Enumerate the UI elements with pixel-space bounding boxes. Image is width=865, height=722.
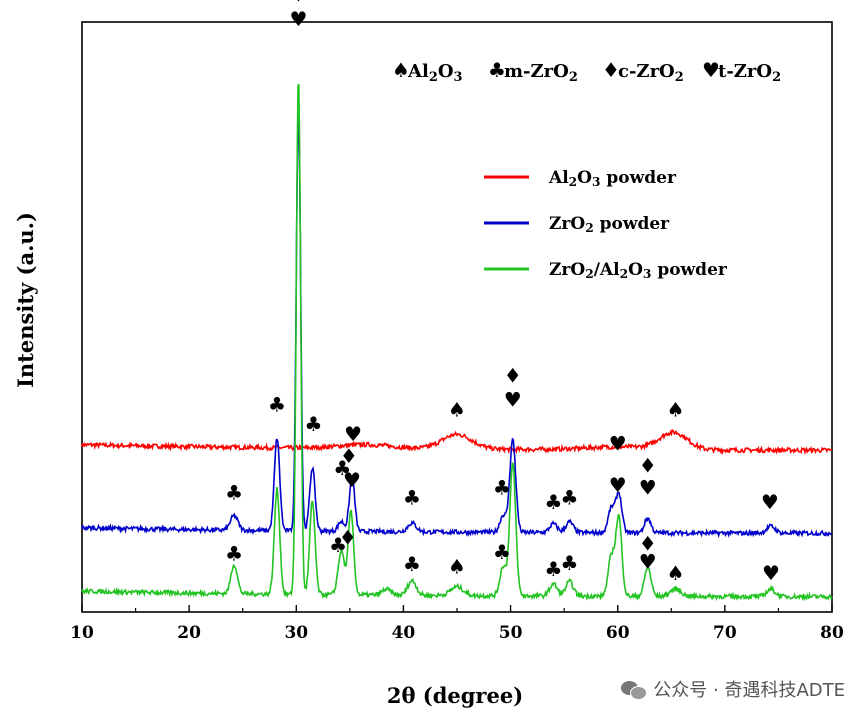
x-tick-label-10: 10 [70, 623, 94, 643]
peak-marker-33: ♥ [762, 561, 780, 585]
series-line-0 [81, 429, 833, 456]
peak-marker-28: ♣ [544, 557, 562, 581]
x-tick-label-60: 60 [606, 623, 630, 643]
legend-label-0: Al2O3 powder [548, 168, 677, 189]
peak-marker-24: ♦ [339, 525, 357, 549]
phase-label-0: Al2O3 [407, 61, 463, 85]
y-axis-title: Intensity (a.u.) [13, 212, 38, 388]
phase-symbol-0: ♠ [392, 58, 410, 82]
plot-frame [81, 21, 833, 613]
phase-label-1: m-ZrO2 [504, 61, 578, 85]
peak-marker-12: ♥ [343, 468, 361, 492]
phase-label-2: c-ZrO2 [618, 61, 684, 85]
x-tick-label-70: 70 [713, 623, 737, 643]
x-tick-label-50: 50 [499, 623, 523, 643]
watermark: 公众号 · 奇遇科技ADTE [621, 676, 845, 702]
peak-marker-25: ♣ [403, 552, 421, 576]
peak-marker-10: ♦ [340, 444, 358, 468]
peak-marker-30: ♦ [639, 532, 657, 556]
watermark-text: 公众号 · 奇遇科技ADTE [653, 680, 845, 701]
peak-marker-18: ♥ [609, 473, 627, 497]
series-legend: Al2O3 powder ZrO2 powder ZrO2/Al2O3 powder [484, 168, 728, 281]
legend-label-1: ZrO2 powder [549, 214, 670, 235]
phase-label-3: t-ZrO2 [718, 61, 781, 85]
phase-symbol-3: ♥ [702, 58, 720, 82]
peak-marker-19: ♦ [639, 454, 657, 478]
peak-marker-1: ♥ [289, 7, 307, 31]
peak-marker-29: ♣ [561, 551, 579, 575]
x-axis-title: 2θ (degree) [387, 683, 523, 708]
peak-marker-11: ♥ [344, 422, 362, 446]
peak-marker-0: ♦ [289, 0, 307, 7]
peak-marker-3: ♣ [304, 412, 322, 436]
x-tick-label-80: 80 [820, 623, 844, 643]
phase-legend: ♠Al2O3 ♣m-ZrO2 ♦c-ZrO2 ♥t-ZrO2 [392, 58, 781, 85]
peak-marker-9: ♣ [333, 456, 351, 480]
peak-marker-8: ♣ [225, 480, 243, 504]
phase-symbol-2: ♦ [602, 58, 620, 82]
peak-marker-31: ♥ [639, 550, 657, 574]
peak-marker-13: ♣ [403, 485, 421, 509]
peak-marker-6: ♦ [504, 363, 522, 387]
peak-marker-22: ♣ [225, 541, 243, 565]
peak-marker-21: ♥ [761, 490, 779, 514]
peak-marker-26: ♠ [448, 555, 466, 579]
peak-marker-20: ♥ [639, 476, 657, 500]
peak-marker-32: ♠ [667, 561, 685, 585]
peak-marker-4: ♠ [448, 397, 466, 421]
phase-symbol-1: ♣ [488, 58, 506, 82]
series-line-1 [81, 113, 833, 539]
series-line-2 [81, 83, 833, 602]
x-tick-label-30: 30 [284, 623, 308, 643]
wechat-icon [621, 679, 648, 700]
peak-marker-5: ♠ [667, 397, 685, 421]
peak-marker-7: ♥ [504, 388, 522, 412]
legend-label-2: ZrO2/Al2O3 powder [549, 260, 728, 281]
peak-marker-16: ♣ [561, 485, 579, 509]
x-tick-label-20: 20 [177, 623, 201, 643]
peak-marker-17: ♥ [609, 432, 627, 456]
peak-marker-23: ♣ [329, 533, 347, 557]
peak-marker-15: ♣ [544, 490, 562, 514]
peak-marker-27: ♣ [493, 540, 511, 564]
peak-marker-2: ♣ [268, 393, 286, 417]
x-tick-label-40: 40 [392, 623, 416, 643]
peak-marker-14: ♣ [493, 476, 511, 500]
